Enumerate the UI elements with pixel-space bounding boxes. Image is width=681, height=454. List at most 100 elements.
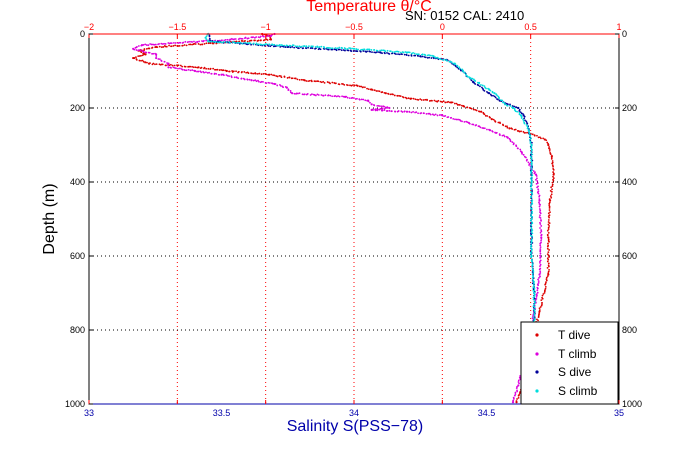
data-point xyxy=(237,41,240,44)
data-point xyxy=(474,83,477,85)
data-point xyxy=(279,45,282,48)
data-point xyxy=(378,51,380,54)
data-point xyxy=(532,274,534,277)
data-point xyxy=(532,279,535,281)
data-point xyxy=(535,298,538,300)
axes: −2 −1.5 −1 −0.5 0 0.5 1 33 33.5 34 34.5 35 0 0 200 200 4… xyxy=(65,22,642,418)
data-point xyxy=(241,71,243,73)
data-point xyxy=(377,104,380,107)
data-point xyxy=(208,35,211,38)
data-point xyxy=(538,201,540,204)
data-point xyxy=(423,112,425,115)
data-point xyxy=(179,67,181,70)
data-point xyxy=(528,132,531,135)
data-point xyxy=(376,49,379,52)
depth-tick-label-left: 200 xyxy=(70,103,85,113)
data-point xyxy=(451,101,454,104)
data-point xyxy=(161,63,164,66)
data-point xyxy=(336,47,339,50)
data-point xyxy=(154,46,157,49)
series-s-climb xyxy=(204,32,536,404)
data-point xyxy=(331,81,334,84)
data-point xyxy=(542,137,545,140)
data-point xyxy=(533,280,535,283)
data-point xyxy=(466,106,469,109)
data-point xyxy=(207,40,210,43)
data-point xyxy=(327,48,330,51)
data-point xyxy=(535,182,538,185)
data-point xyxy=(308,79,311,82)
data-point xyxy=(529,140,532,143)
data-point xyxy=(403,53,406,56)
data-point xyxy=(545,139,548,142)
data-point xyxy=(543,138,546,141)
data-point xyxy=(282,86,285,89)
data-point xyxy=(412,110,414,113)
data-point xyxy=(262,39,265,42)
data-point xyxy=(355,48,358,51)
data-point xyxy=(297,92,299,95)
data-point xyxy=(429,54,432,57)
data-point xyxy=(552,177,555,179)
data-point xyxy=(536,294,538,297)
temperature-tick-label: −1 xyxy=(261,22,271,32)
data-point xyxy=(471,77,474,80)
legend-marker-t-climb xyxy=(535,352,539,356)
data-point xyxy=(475,124,478,126)
data-point xyxy=(163,44,166,47)
data-point xyxy=(530,137,532,140)
data-point xyxy=(506,104,509,107)
data-point xyxy=(399,95,402,98)
data-point xyxy=(539,306,542,308)
data-point xyxy=(356,97,358,100)
data-point xyxy=(480,110,483,113)
data-point xyxy=(528,131,530,133)
data-point xyxy=(323,46,326,49)
data-point xyxy=(545,278,548,281)
data-point xyxy=(434,113,437,116)
data-point xyxy=(539,231,542,234)
temperature-tick-label: −2 xyxy=(84,22,94,32)
depth-tick-label-right: 200 xyxy=(622,103,637,113)
data-point xyxy=(540,236,543,239)
data-point xyxy=(142,50,145,53)
data-point xyxy=(203,71,206,74)
data-point xyxy=(303,79,306,82)
data-point xyxy=(551,160,554,162)
data-point xyxy=(533,303,536,306)
data-point xyxy=(384,50,387,53)
data-point xyxy=(537,192,540,195)
data-point xyxy=(344,49,346,52)
data-point xyxy=(362,98,365,101)
data-point xyxy=(537,280,540,282)
data-point xyxy=(250,43,252,46)
data-point xyxy=(540,239,542,242)
data-point xyxy=(191,69,194,71)
data-point xyxy=(536,291,539,294)
data-point xyxy=(533,291,536,295)
data-point xyxy=(144,61,147,64)
data-point xyxy=(286,77,289,79)
data-point xyxy=(457,67,460,70)
data-point xyxy=(391,51,394,53)
data-point xyxy=(539,270,542,273)
data-point xyxy=(516,398,518,400)
data-point xyxy=(301,93,304,96)
data-point xyxy=(548,265,550,268)
data-point xyxy=(206,71,209,74)
data-point xyxy=(532,305,535,308)
data-point xyxy=(303,93,306,96)
data-point xyxy=(498,134,501,136)
data-point xyxy=(215,68,217,71)
data-point xyxy=(249,42,252,45)
temperature-tick-label: 1 xyxy=(616,22,621,32)
data-point xyxy=(503,101,505,104)
data-point xyxy=(548,207,551,209)
data-point xyxy=(531,264,534,267)
data-point xyxy=(530,226,533,229)
data-point xyxy=(485,87,487,90)
data-point xyxy=(205,38,208,41)
data-point xyxy=(260,80,263,83)
data-point xyxy=(478,125,481,128)
